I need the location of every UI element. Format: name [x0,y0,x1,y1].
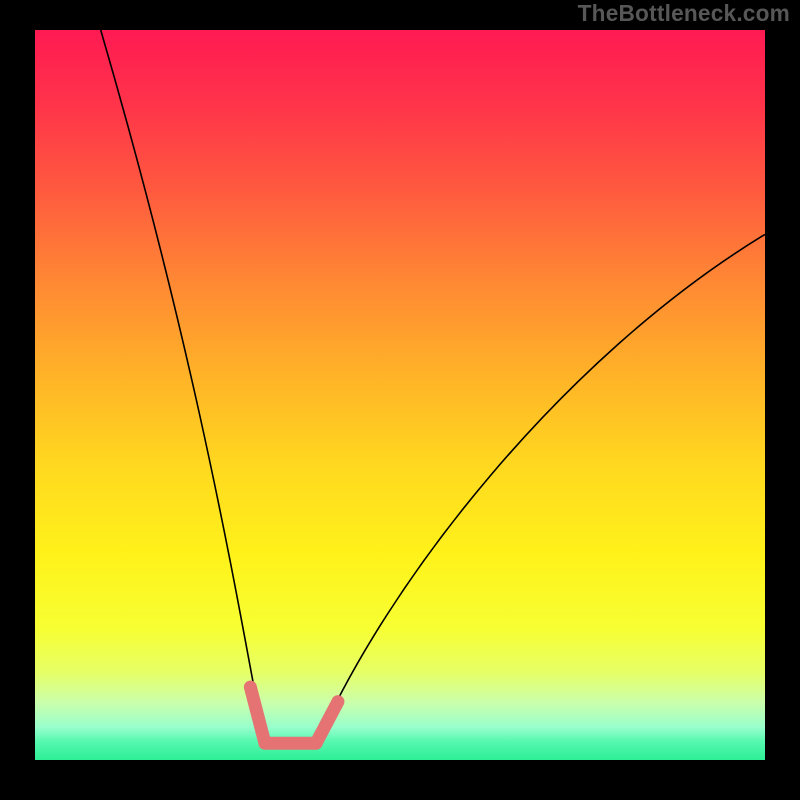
watermark-text: TheBottleneck.com [578,0,790,27]
chart-container: { "watermark": { "text": "TheBottleneck.… [0,0,800,800]
bottleneck-chart [0,0,800,800]
plot-background [35,30,765,760]
